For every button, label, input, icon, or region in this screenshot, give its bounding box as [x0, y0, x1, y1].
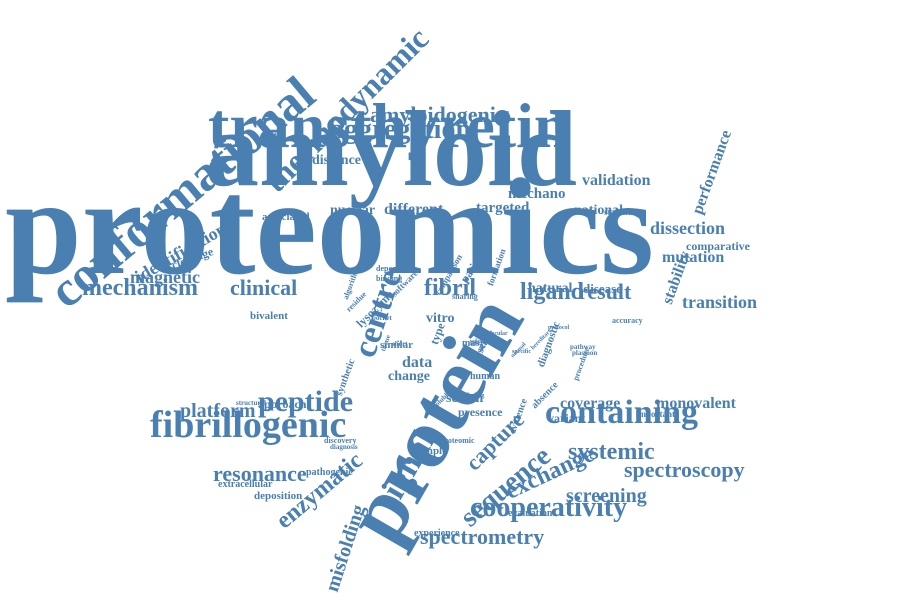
word-specific: specific [512, 348, 531, 355]
word-protocol: protocol [548, 324, 570, 331]
word-disease: disease [583, 280, 622, 296]
word-finding: finding [466, 392, 485, 399]
word-experience: experience [414, 527, 460, 539]
word-platform: platform [180, 400, 256, 422]
word-short: short [392, 340, 408, 349]
word-mas: mas [462, 337, 480, 349]
word-amyloidogenic: amyloidogenic [370, 102, 506, 128]
word-misfolding: misfolding [321, 502, 370, 595]
word-data: data [402, 354, 433, 372]
word-structural: structural [236, 399, 266, 408]
word-deposition: deposition [254, 489, 303, 502]
word-sample: sample [414, 444, 447, 457]
word-distance: distance [312, 153, 361, 169]
word-validation: validation [582, 172, 651, 190]
word-mutation: mutation [662, 249, 725, 267]
word-cooperativity: cooperativity [470, 492, 628, 524]
word-presence: presence [458, 404, 503, 419]
word-aggregation: aggregation [330, 114, 472, 146]
word-proteomic: proteomic [440, 436, 475, 446]
word-proteomics: proteomics [5, 149, 654, 303]
word-targeted: targeted [476, 200, 530, 217]
word-nuclear: nuclear [330, 203, 376, 219]
word-change: change [388, 369, 430, 385]
word-extracellular: extracellular [218, 478, 273, 490]
word-sharing: sharing [452, 292, 478, 302]
word-bivalent: bivalent [250, 309, 288, 322]
word-human: human [470, 370, 501, 382]
word-performance: performance [689, 128, 736, 217]
word-similar: similar [380, 338, 413, 351]
word-spectroscopy: spectroscopy [624, 457, 745, 483]
word-systemic: systemic [568, 438, 655, 465]
word-spectrometry: spectrometry [420, 524, 545, 550]
word-pathway: pathway [570, 343, 596, 352]
word-pathogenic: pathogenic [306, 466, 353, 478]
word-dissection: dissection [650, 217, 726, 238]
word-monovalent: monovalent [656, 395, 736, 413]
word-magnetic: magnetic [130, 266, 200, 287]
word-important: important [636, 409, 675, 420]
word-deposit: deposit [376, 264, 401, 274]
word-result: result [578, 279, 632, 305]
word-mechano: mechano [508, 186, 566, 203]
word-screening: screening [566, 485, 647, 507]
word-peptide: peptide [258, 384, 354, 418]
word-mechanism: mechanism [82, 274, 198, 301]
word-synthetic: synthetic [334, 357, 358, 397]
word-evaluation: evaluation [508, 507, 553, 519]
word-coverage: coverage [560, 395, 621, 413]
word-label: label [470, 340, 483, 347]
word-vitro: vitro [426, 311, 455, 327]
word-comparative: comparative [686, 238, 750, 253]
word-plasmon: plasmon [572, 349, 598, 358]
word-fibrillogenic: fibrillogenic [150, 403, 347, 446]
word-variant: variant [548, 410, 586, 425]
word-serum: serum [446, 391, 484, 407]
word-different: different [384, 201, 444, 219]
word-amyloid: amyloid [205, 90, 578, 210]
word-fibril: fibril [424, 274, 476, 301]
word-national: national [574, 203, 624, 219]
word-approach: approach [258, 396, 307, 411]
word-associated: associated [262, 210, 310, 223]
word-clinical: clinical [230, 275, 298, 301]
word-binding: binding [376, 274, 403, 284]
word-stabilities: stabilities [604, 207, 641, 218]
word-diagnosis: diagnosis [330, 443, 358, 452]
word-resonance: resonance [213, 461, 307, 487]
word-transition: transition [682, 291, 758, 312]
word-transthyretin: transthyretin [208, 89, 570, 161]
word-accuracy: accuracy [612, 316, 643, 326]
word-natural: natural [528, 281, 573, 297]
word-discovery: discovery [324, 436, 357, 446]
word-wild: wild [470, 338, 482, 345]
word-fused: fused [454, 393, 470, 402]
word-containing: containing [545, 394, 699, 432]
word-molecular: molecular [482, 330, 508, 337]
word-ligand: ligand [520, 278, 585, 305]
word-pocket: pocket [372, 314, 392, 323]
